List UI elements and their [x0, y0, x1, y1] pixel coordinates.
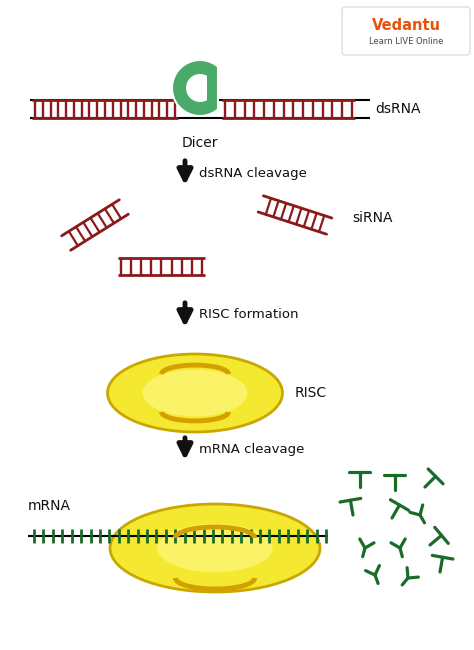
Text: Vedantu: Vedantu: [372, 18, 440, 32]
Text: Dicer: Dicer: [182, 136, 218, 150]
Ellipse shape: [110, 504, 320, 592]
Text: mRNA: mRNA: [28, 499, 71, 513]
Text: Learn LIVE Online: Learn LIVE Online: [369, 36, 443, 46]
Ellipse shape: [143, 370, 247, 417]
Ellipse shape: [108, 354, 283, 432]
FancyBboxPatch shape: [342, 7, 470, 55]
Text: mRNA cleavage: mRNA cleavage: [199, 443, 304, 456]
Text: dsRNA: dsRNA: [375, 102, 420, 116]
PathPatch shape: [172, 60, 218, 116]
PathPatch shape: [186, 74, 207, 102]
Text: RISC: RISC: [294, 386, 327, 400]
Text: siRNA: siRNA: [352, 211, 392, 225]
Text: dsRNA cleavage: dsRNA cleavage: [199, 166, 307, 179]
Ellipse shape: [157, 524, 273, 572]
Text: RISC formation: RISC formation: [199, 309, 299, 322]
